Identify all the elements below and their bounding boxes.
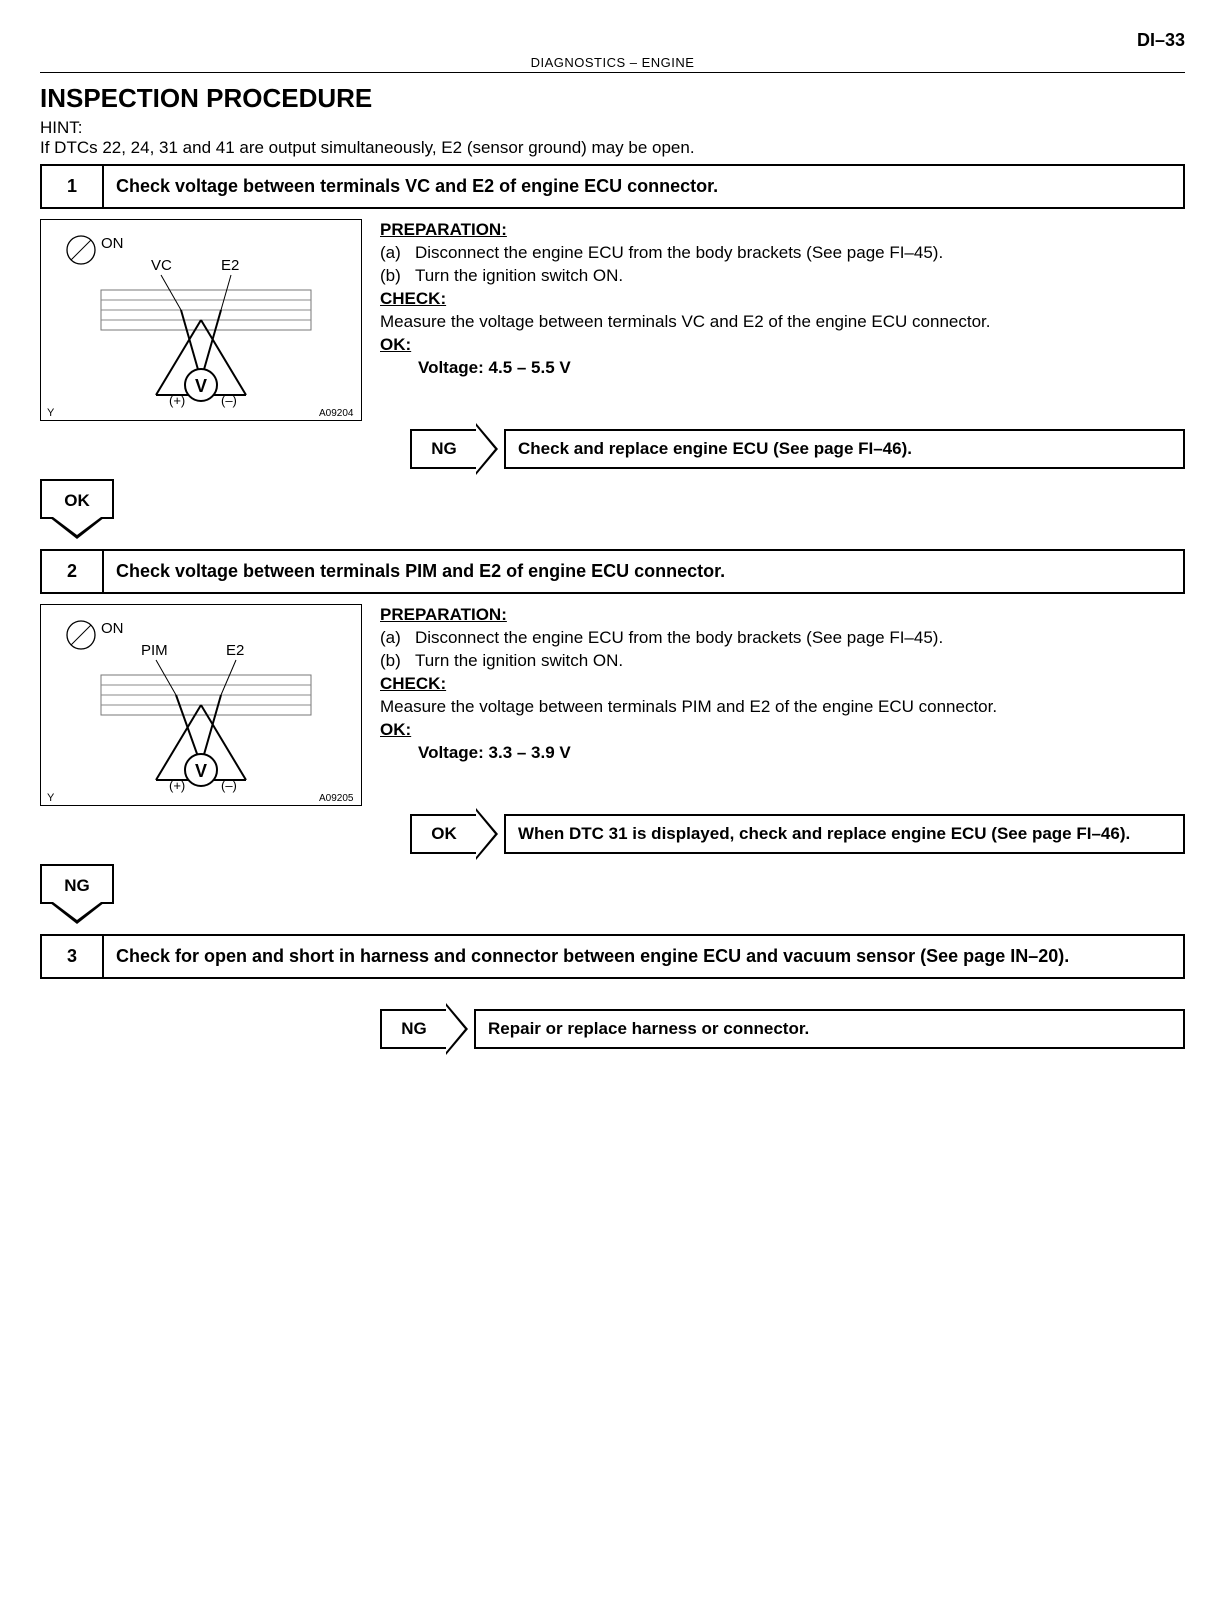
- svg-text:ON: ON: [101, 620, 124, 637]
- ok-label: OK:: [380, 334, 1185, 357]
- check-text: Measure the voltage between terminals PI…: [380, 696, 1185, 719]
- step-3-ng-row: NG Repair or replace harness or connecto…: [380, 1009, 1185, 1049]
- hint-label: HINT:: [40, 118, 1185, 138]
- svg-text:Y: Y: [47, 792, 55, 804]
- svg-text:(–): (–): [221, 393, 237, 408]
- step-3-box: 3 Check for open and short in harness an…: [40, 934, 1185, 979]
- ng-arrow: NG: [410, 429, 478, 469]
- svg-text:(+): (+): [169, 393, 185, 408]
- step-2-instructions: PREPARATION: (a) Disconnect the engine E…: [380, 604, 1185, 806]
- step-2-ng-down: NG: [40, 864, 114, 904]
- preparation-label: PREPARATION:: [380, 604, 1185, 627]
- ng-action: Repair or replace harness or connector.: [474, 1009, 1185, 1049]
- svg-text:E2: E2: [221, 257, 239, 274]
- ng-arrow: NG: [380, 1009, 448, 1049]
- hint-text: If DTCs 22, 24, 31 and 41 are output sim…: [40, 138, 1185, 158]
- check-label: CHECK:: [380, 288, 1185, 311]
- check-text: Measure the voltage between terminals VC…: [380, 311, 1185, 334]
- svg-text:VC: VC: [151, 257, 172, 274]
- ok-spec: Voltage: 3.3 – 3.9 V: [418, 742, 1185, 765]
- prep-a-text: Disconnect the engine ECU from the body …: [415, 628, 943, 647]
- prep-b-text: Turn the ignition switch ON.: [415, 651, 623, 670]
- ok-action: When DTC 31 is displayed, check and repl…: [504, 814, 1185, 854]
- svg-text:(–): (–): [221, 778, 237, 793]
- prep-b-text: Turn the ignition switch ON.: [415, 266, 623, 285]
- svg-text:ON: ON: [101, 235, 124, 252]
- page-header: DIAGNOSTICS – ENGINE: [40, 55, 1185, 73]
- step-2-diagram: ON PIM E2 V (+) (–) Y A09205: [40, 604, 362, 806]
- step-3-title: Check for open and short in harness and …: [104, 936, 1183, 977]
- svg-text:(+): (+): [169, 778, 185, 793]
- step-1-ok-down: OK: [40, 479, 114, 519]
- svg-text:A09205: A09205: [319, 793, 354, 804]
- step-2-ok-row: OK When DTC 31 is displayed, check and r…: [410, 814, 1185, 854]
- step-1-diagram: ON VC E2 V (+) (–) Y A09204: [40, 219, 362, 421]
- step-3-number: 3: [42, 936, 104, 977]
- step-2-box: 2 Check voltage between terminals PIM an…: [40, 549, 1185, 594]
- svg-text:PIM: PIM: [141, 642, 168, 659]
- preparation-label: PREPARATION:: [380, 219, 1185, 242]
- ok-label: OK:: [380, 719, 1185, 742]
- step-2-number: 2: [42, 551, 104, 592]
- svg-text:V: V: [195, 376, 207, 396]
- prep-a-text: Disconnect the engine ECU from the body …: [415, 243, 943, 262]
- page-number: DI–33: [40, 30, 1185, 51]
- step-1-title: Check voltage between terminals VC and E…: [104, 166, 1183, 207]
- step-1-box: 1 Check voltage between terminals VC and…: [40, 164, 1185, 209]
- prep-a-label: (a): [380, 628, 401, 647]
- ok-spec: Voltage: 4.5 – 5.5 V: [418, 357, 1185, 380]
- step-2-title: Check voltage between terminals PIM and …: [104, 551, 1183, 592]
- svg-text:A09204: A09204: [319, 408, 354, 419]
- prep-b-label: (b): [380, 651, 401, 670]
- svg-text:E2: E2: [226, 642, 244, 659]
- svg-text:V: V: [195, 761, 207, 781]
- check-label: CHECK:: [380, 673, 1185, 696]
- step-1-instructions: PREPARATION: (a) Disconnect the engine E…: [380, 219, 1185, 421]
- step-1-number: 1: [42, 166, 104, 207]
- ng-action: Check and replace engine ECU (See page F…: [504, 429, 1185, 469]
- prep-b-label: (b): [380, 266, 401, 285]
- ok-arrow: OK: [410, 814, 478, 854]
- prep-a-label: (a): [380, 243, 401, 262]
- section-title: INSPECTION PROCEDURE: [40, 83, 1185, 114]
- svg-text:Y: Y: [47, 407, 55, 419]
- step-1-ng-row: NG Check and replace engine ECU (See pag…: [410, 429, 1185, 469]
